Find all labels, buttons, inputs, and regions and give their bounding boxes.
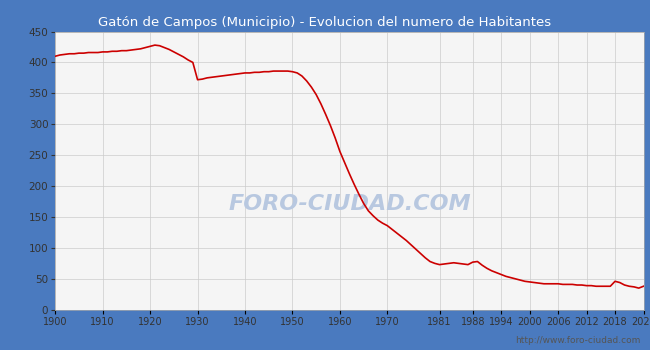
Text: FORO-CIUDAD.COM: FORO-CIUDAD.COM	[228, 194, 471, 214]
Text: Gatón de Campos (Municipio) - Evolucion del numero de Habitantes: Gatón de Campos (Municipio) - Evolucion …	[98, 16, 552, 29]
Text: http://www.foro-ciudad.com: http://www.foro-ciudad.com	[515, 336, 640, 345]
